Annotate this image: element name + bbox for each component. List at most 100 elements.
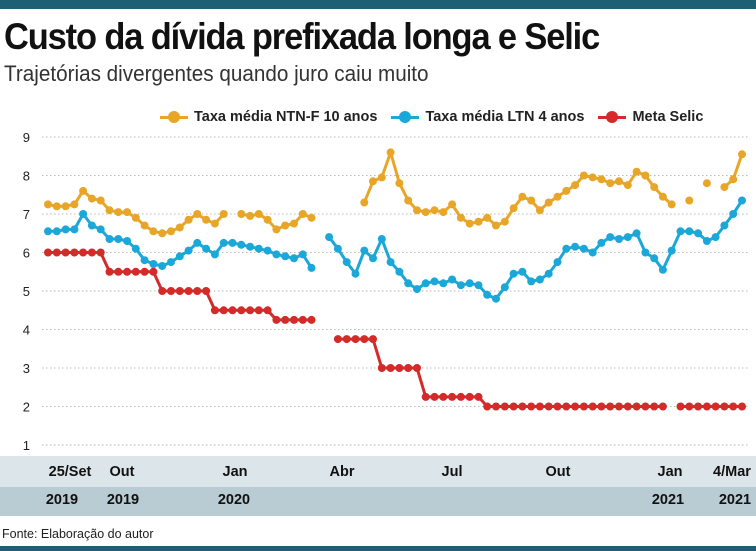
data-point [562, 244, 571, 253]
data-point [87, 248, 96, 257]
data-point [544, 402, 553, 411]
data-point [202, 244, 211, 253]
data-point [131, 244, 140, 253]
data-point [272, 250, 281, 259]
data-point [290, 315, 298, 324]
data-point [44, 200, 52, 209]
data-point [202, 287, 211, 295]
data-point [615, 235, 623, 243]
data-point [70, 248, 79, 257]
data-point [44, 248, 52, 257]
data-point [500, 217, 509, 226]
data-point [158, 229, 167, 238]
data-point [167, 287, 175, 295]
data-point [588, 173, 597, 182]
data-point [184, 215, 193, 224]
x-year-label: 2019 [45, 492, 79, 508]
data-point [474, 392, 483, 401]
data-point [52, 248, 61, 257]
data-point [79, 210, 88, 218]
data-point [738, 402, 746, 411]
data-point [738, 150, 746, 159]
data-point [237, 210, 246, 218]
data-point [149, 260, 158, 268]
data-point [395, 364, 404, 372]
data-point [228, 238, 237, 247]
data-point [439, 392, 448, 401]
data-point [448, 392, 457, 401]
data-point [140, 221, 149, 230]
data-point [193, 210, 202, 218]
data-point [623, 181, 632, 190]
data-point [729, 402, 738, 411]
data-point [79, 248, 88, 257]
data-point [307, 315, 316, 324]
data-point [263, 215, 272, 224]
data-point [298, 315, 307, 324]
data-point [579, 171, 588, 180]
legend-item-ltn: Taxa média LTN 4 anos [391, 109, 584, 125]
data-point [483, 213, 492, 222]
data-point [360, 198, 369, 207]
data-point [544, 198, 553, 207]
data-point [307, 213, 316, 222]
data-point [448, 275, 457, 284]
data-point [509, 269, 518, 278]
data-point [61, 248, 70, 257]
data-point [641, 171, 650, 180]
data-point [158, 287, 167, 295]
data-point [509, 204, 518, 213]
data-point [246, 242, 255, 251]
data-point [395, 179, 404, 188]
data-point [641, 248, 650, 257]
data-point [474, 281, 483, 290]
data-point [676, 402, 685, 411]
data-point [123, 267, 132, 276]
data-point [720, 221, 729, 230]
data-point [658, 402, 667, 411]
x-tick-label: Jan [222, 464, 248, 480]
data-point [465, 279, 474, 288]
series-line [362, 150, 673, 227]
data-point [430, 392, 439, 401]
data-point [667, 200, 676, 209]
data-point [597, 402, 606, 411]
data-point [465, 219, 474, 228]
data-point [281, 315, 290, 324]
data-point [676, 227, 685, 236]
data-point [720, 183, 729, 192]
data-point [105, 235, 114, 243]
data-point [500, 402, 509, 411]
bottom-bar [0, 546, 756, 551]
data-point [641, 402, 650, 411]
x-tick-label: Abr [329, 464, 355, 480]
data-point [386, 148, 395, 157]
data-point [360, 246, 369, 255]
x-tick-label: Jan [657, 464, 683, 480]
data-point [254, 306, 263, 315]
series-meta-selic [44, 248, 746, 411]
data-point [369, 335, 377, 344]
data-point [351, 335, 360, 344]
series-line [337, 337, 663, 408]
data-point [175, 287, 184, 295]
data-point [377, 173, 386, 182]
data-point [246, 211, 255, 220]
data-point [632, 167, 641, 176]
data-point [377, 235, 386, 243]
chart-title: Custo da dívida prefixada longa e Selic [4, 16, 600, 57]
data-point [395, 267, 404, 276]
x-year-label: 2020 [217, 492, 251, 508]
data-point [492, 294, 500, 303]
data-point [219, 306, 228, 315]
data-point [131, 213, 140, 222]
y-tick-label: 9 [23, 130, 30, 145]
legend-label-ntnf: Taxa média NTN-F 10 anos [194, 109, 378, 125]
data-point [571, 402, 580, 411]
data-point [738, 196, 746, 205]
legend-item-ntnf: Taxa média NTN-F 10 anos [160, 109, 377, 125]
data-point [553, 192, 562, 201]
data-point [369, 177, 377, 186]
data-point [413, 364, 421, 372]
data-point [658, 265, 667, 274]
